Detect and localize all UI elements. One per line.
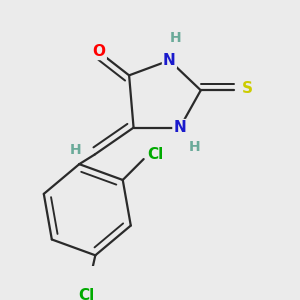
Text: Cl: Cl [78,288,94,300]
Text: Cl: Cl [148,147,164,162]
Text: N: N [163,53,176,68]
Text: O: O [93,44,106,59]
Text: H: H [70,143,81,157]
Text: S: S [242,81,253,96]
Text: H: H [169,31,181,45]
Text: N: N [173,120,186,135]
Text: H: H [189,140,201,154]
